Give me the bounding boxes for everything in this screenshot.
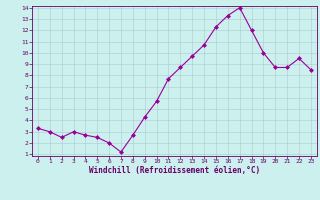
X-axis label: Windchill (Refroidissement éolien,°C): Windchill (Refroidissement éolien,°C) [89, 166, 260, 175]
